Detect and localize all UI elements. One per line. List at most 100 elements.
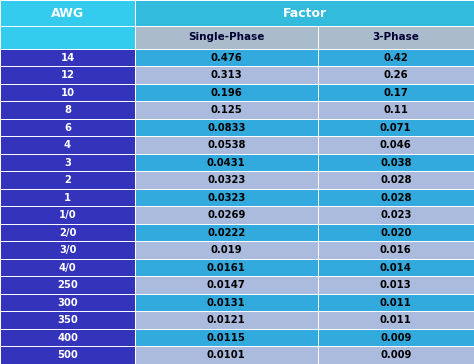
Bar bbox=[0, 136, 135, 154]
Bar bbox=[0, 329, 135, 347]
Bar bbox=[0, 206, 135, 224]
Bar bbox=[318, 276, 474, 294]
Bar bbox=[0, 119, 135, 136]
Bar bbox=[318, 241, 474, 259]
Text: 0.0222: 0.0222 bbox=[207, 228, 246, 238]
Bar bbox=[135, 119, 318, 136]
Text: 0.0269: 0.0269 bbox=[207, 210, 246, 220]
Bar bbox=[135, 189, 318, 206]
Text: 3-Phase: 3-Phase bbox=[373, 32, 419, 43]
Text: 0.009: 0.009 bbox=[380, 350, 411, 360]
Bar bbox=[318, 101, 474, 119]
Bar bbox=[318, 171, 474, 189]
Text: 0.26: 0.26 bbox=[383, 70, 408, 80]
Bar bbox=[318, 259, 474, 276]
Text: 12: 12 bbox=[61, 70, 74, 80]
Text: Single-Phase: Single-Phase bbox=[188, 32, 264, 43]
Text: 0.0431: 0.0431 bbox=[207, 158, 246, 167]
Bar bbox=[135, 49, 318, 66]
Bar bbox=[0, 276, 135, 294]
Bar bbox=[135, 224, 318, 241]
Text: 0.028: 0.028 bbox=[380, 175, 411, 185]
Text: 2/0: 2/0 bbox=[59, 228, 76, 238]
Bar bbox=[0, 66, 135, 84]
Bar bbox=[0, 84, 135, 101]
Text: 1/0: 1/0 bbox=[59, 210, 76, 220]
Text: 0.011: 0.011 bbox=[380, 315, 412, 325]
Bar bbox=[0, 101, 135, 119]
Text: 0.0101: 0.0101 bbox=[207, 350, 246, 360]
Bar bbox=[318, 66, 474, 84]
Bar bbox=[135, 154, 318, 171]
Bar bbox=[0, 49, 135, 66]
Text: 0.0131: 0.0131 bbox=[207, 298, 246, 308]
Bar bbox=[0, 0, 135, 26]
Text: 0.125: 0.125 bbox=[210, 105, 242, 115]
Bar bbox=[135, 66, 318, 84]
Text: 500: 500 bbox=[57, 350, 78, 360]
Text: 0.196: 0.196 bbox=[210, 88, 242, 98]
Bar bbox=[0, 347, 135, 364]
Text: 0.0323: 0.0323 bbox=[207, 175, 246, 185]
Text: 0.028: 0.028 bbox=[380, 193, 411, 203]
Text: 0.011: 0.011 bbox=[380, 298, 412, 308]
Bar bbox=[135, 136, 318, 154]
Text: 0.020: 0.020 bbox=[380, 228, 411, 238]
Text: 14: 14 bbox=[60, 52, 75, 63]
Bar bbox=[135, 259, 318, 276]
Text: 0.313: 0.313 bbox=[210, 70, 242, 80]
Text: 0.023: 0.023 bbox=[380, 210, 411, 220]
Bar bbox=[318, 84, 474, 101]
Text: 4/0: 4/0 bbox=[59, 263, 76, 273]
Text: 300: 300 bbox=[57, 298, 78, 308]
Bar bbox=[318, 136, 474, 154]
Text: 0.0833: 0.0833 bbox=[207, 123, 246, 132]
Bar bbox=[135, 312, 318, 329]
Text: 3: 3 bbox=[64, 158, 71, 167]
Text: 8: 8 bbox=[64, 105, 71, 115]
Bar bbox=[135, 347, 318, 364]
Bar bbox=[135, 276, 318, 294]
Bar bbox=[0, 224, 135, 241]
Bar bbox=[135, 101, 318, 119]
Text: 0.016: 0.016 bbox=[380, 245, 411, 255]
Text: 0.17: 0.17 bbox=[383, 88, 408, 98]
Bar bbox=[318, 49, 474, 66]
Text: 0.0161: 0.0161 bbox=[207, 263, 246, 273]
Bar bbox=[135, 84, 318, 101]
Bar bbox=[0, 26, 135, 49]
Text: 0.014: 0.014 bbox=[380, 263, 412, 273]
Bar bbox=[0, 312, 135, 329]
Bar bbox=[135, 171, 318, 189]
Text: 0.0147: 0.0147 bbox=[207, 280, 246, 290]
Text: 0.11: 0.11 bbox=[383, 105, 408, 115]
Text: 0.476: 0.476 bbox=[210, 52, 242, 63]
Bar bbox=[0, 154, 135, 171]
Bar bbox=[318, 206, 474, 224]
Bar bbox=[135, 329, 318, 347]
Bar bbox=[135, 26, 318, 49]
Text: 2: 2 bbox=[64, 175, 71, 185]
Text: 0.009: 0.009 bbox=[380, 333, 411, 343]
Text: 0.019: 0.019 bbox=[210, 245, 242, 255]
Text: 4: 4 bbox=[64, 140, 71, 150]
Text: 0.0538: 0.0538 bbox=[207, 140, 246, 150]
Bar bbox=[0, 171, 135, 189]
Text: 1: 1 bbox=[64, 193, 71, 203]
Bar bbox=[135, 241, 318, 259]
Text: AWG: AWG bbox=[51, 7, 84, 20]
Text: 0.0323: 0.0323 bbox=[207, 193, 246, 203]
Bar bbox=[318, 189, 474, 206]
Text: 400: 400 bbox=[57, 333, 78, 343]
Text: 3/0: 3/0 bbox=[59, 245, 76, 255]
Text: 0.0115: 0.0115 bbox=[207, 333, 246, 343]
Bar bbox=[318, 26, 474, 49]
Text: 0.42: 0.42 bbox=[383, 52, 408, 63]
Text: Factor: Factor bbox=[283, 7, 327, 20]
Text: 6: 6 bbox=[64, 123, 71, 132]
Text: 0.0121: 0.0121 bbox=[207, 315, 246, 325]
Bar bbox=[0, 189, 135, 206]
Bar bbox=[0, 259, 135, 276]
Text: 0.013: 0.013 bbox=[380, 280, 411, 290]
Bar bbox=[0, 241, 135, 259]
